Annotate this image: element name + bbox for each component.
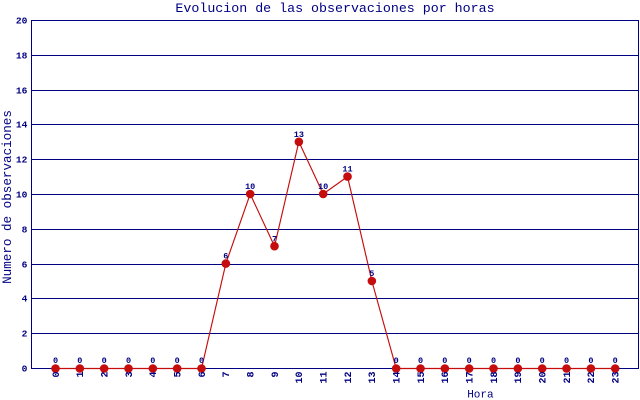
svg-text:10: 10 [318, 182, 328, 192]
svg-text:10: 10 [295, 372, 306, 384]
svg-text:16: 16 [441, 372, 452, 384]
svg-text:13: 13 [368, 372, 379, 384]
svg-text:14: 14 [392, 372, 403, 384]
svg-text:0: 0 [150, 356, 155, 366]
svg-text:23: 23 [611, 372, 622, 384]
svg-text:7: 7 [272, 234, 277, 244]
svg-text:0: 0 [126, 356, 131, 366]
svg-text:4: 4 [22, 294, 28, 305]
svg-text:0: 0 [418, 356, 423, 366]
svg-text:0: 0 [53, 356, 58, 366]
svg-text:13: 13 [294, 130, 304, 140]
svg-text:21: 21 [563, 372, 574, 384]
svg-text:0: 0 [102, 356, 107, 366]
svg-text:0: 0 [613, 356, 618, 366]
svg-text:10: 10 [245, 182, 255, 192]
svg-text:10: 10 [16, 190, 28, 201]
svg-text:6: 6 [22, 260, 28, 271]
svg-text:5: 5 [173, 372, 184, 378]
svg-text:0: 0 [22, 364, 28, 375]
svg-text:22: 22 [587, 372, 598, 384]
svg-text:1: 1 [76, 372, 87, 378]
svg-text:6: 6 [223, 252, 228, 262]
svg-text:Hora: Hora [467, 390, 494, 400]
svg-text:6: 6 [198, 372, 209, 378]
svg-text:0: 0 [77, 356, 82, 366]
svg-text:0: 0 [467, 356, 472, 366]
svg-text:15: 15 [417, 372, 428, 384]
svg-text:5: 5 [369, 269, 374, 279]
svg-text:0: 0 [540, 356, 545, 366]
svg-text:16: 16 [16, 86, 28, 97]
svg-text:2: 2 [100, 372, 111, 378]
svg-text:18: 18 [16, 51, 28, 62]
svg-text:Evolucion de las observaciones: Evolucion de las observaciones por horas [175, 1, 494, 16]
svg-text:18: 18 [490, 372, 501, 384]
svg-text:17: 17 [465, 372, 476, 384]
svg-text:9: 9 [271, 372, 282, 378]
svg-text:12: 12 [344, 372, 355, 384]
svg-text:0: 0 [491, 356, 496, 366]
svg-text:4: 4 [149, 372, 160, 378]
svg-text:0: 0 [515, 356, 520, 366]
svg-text:8: 8 [246, 372, 257, 378]
svg-text:14: 14 [16, 120, 28, 131]
svg-text:0: 0 [175, 356, 180, 366]
svg-text:12: 12 [16, 155, 28, 166]
svg-text:20: 20 [538, 372, 549, 384]
svg-text:Numero de observaciones: Numero de observaciones [1, 110, 15, 284]
svg-text:20: 20 [16, 16, 28, 27]
svg-text:0: 0 [199, 356, 204, 366]
svg-text:11: 11 [319, 372, 330, 384]
svg-text:0: 0 [564, 356, 569, 366]
svg-text:0: 0 [394, 356, 399, 366]
svg-text:2: 2 [22, 329, 28, 340]
svg-text:19: 19 [514, 372, 525, 384]
svg-text:0: 0 [442, 356, 447, 366]
svg-text:8: 8 [22, 225, 28, 236]
svg-text:7: 7 [222, 372, 233, 378]
svg-text:0: 0 [588, 356, 593, 366]
svg-text:11: 11 [342, 165, 352, 175]
svg-text:3: 3 [125, 372, 136, 378]
svg-text:0: 0 [52, 372, 63, 378]
